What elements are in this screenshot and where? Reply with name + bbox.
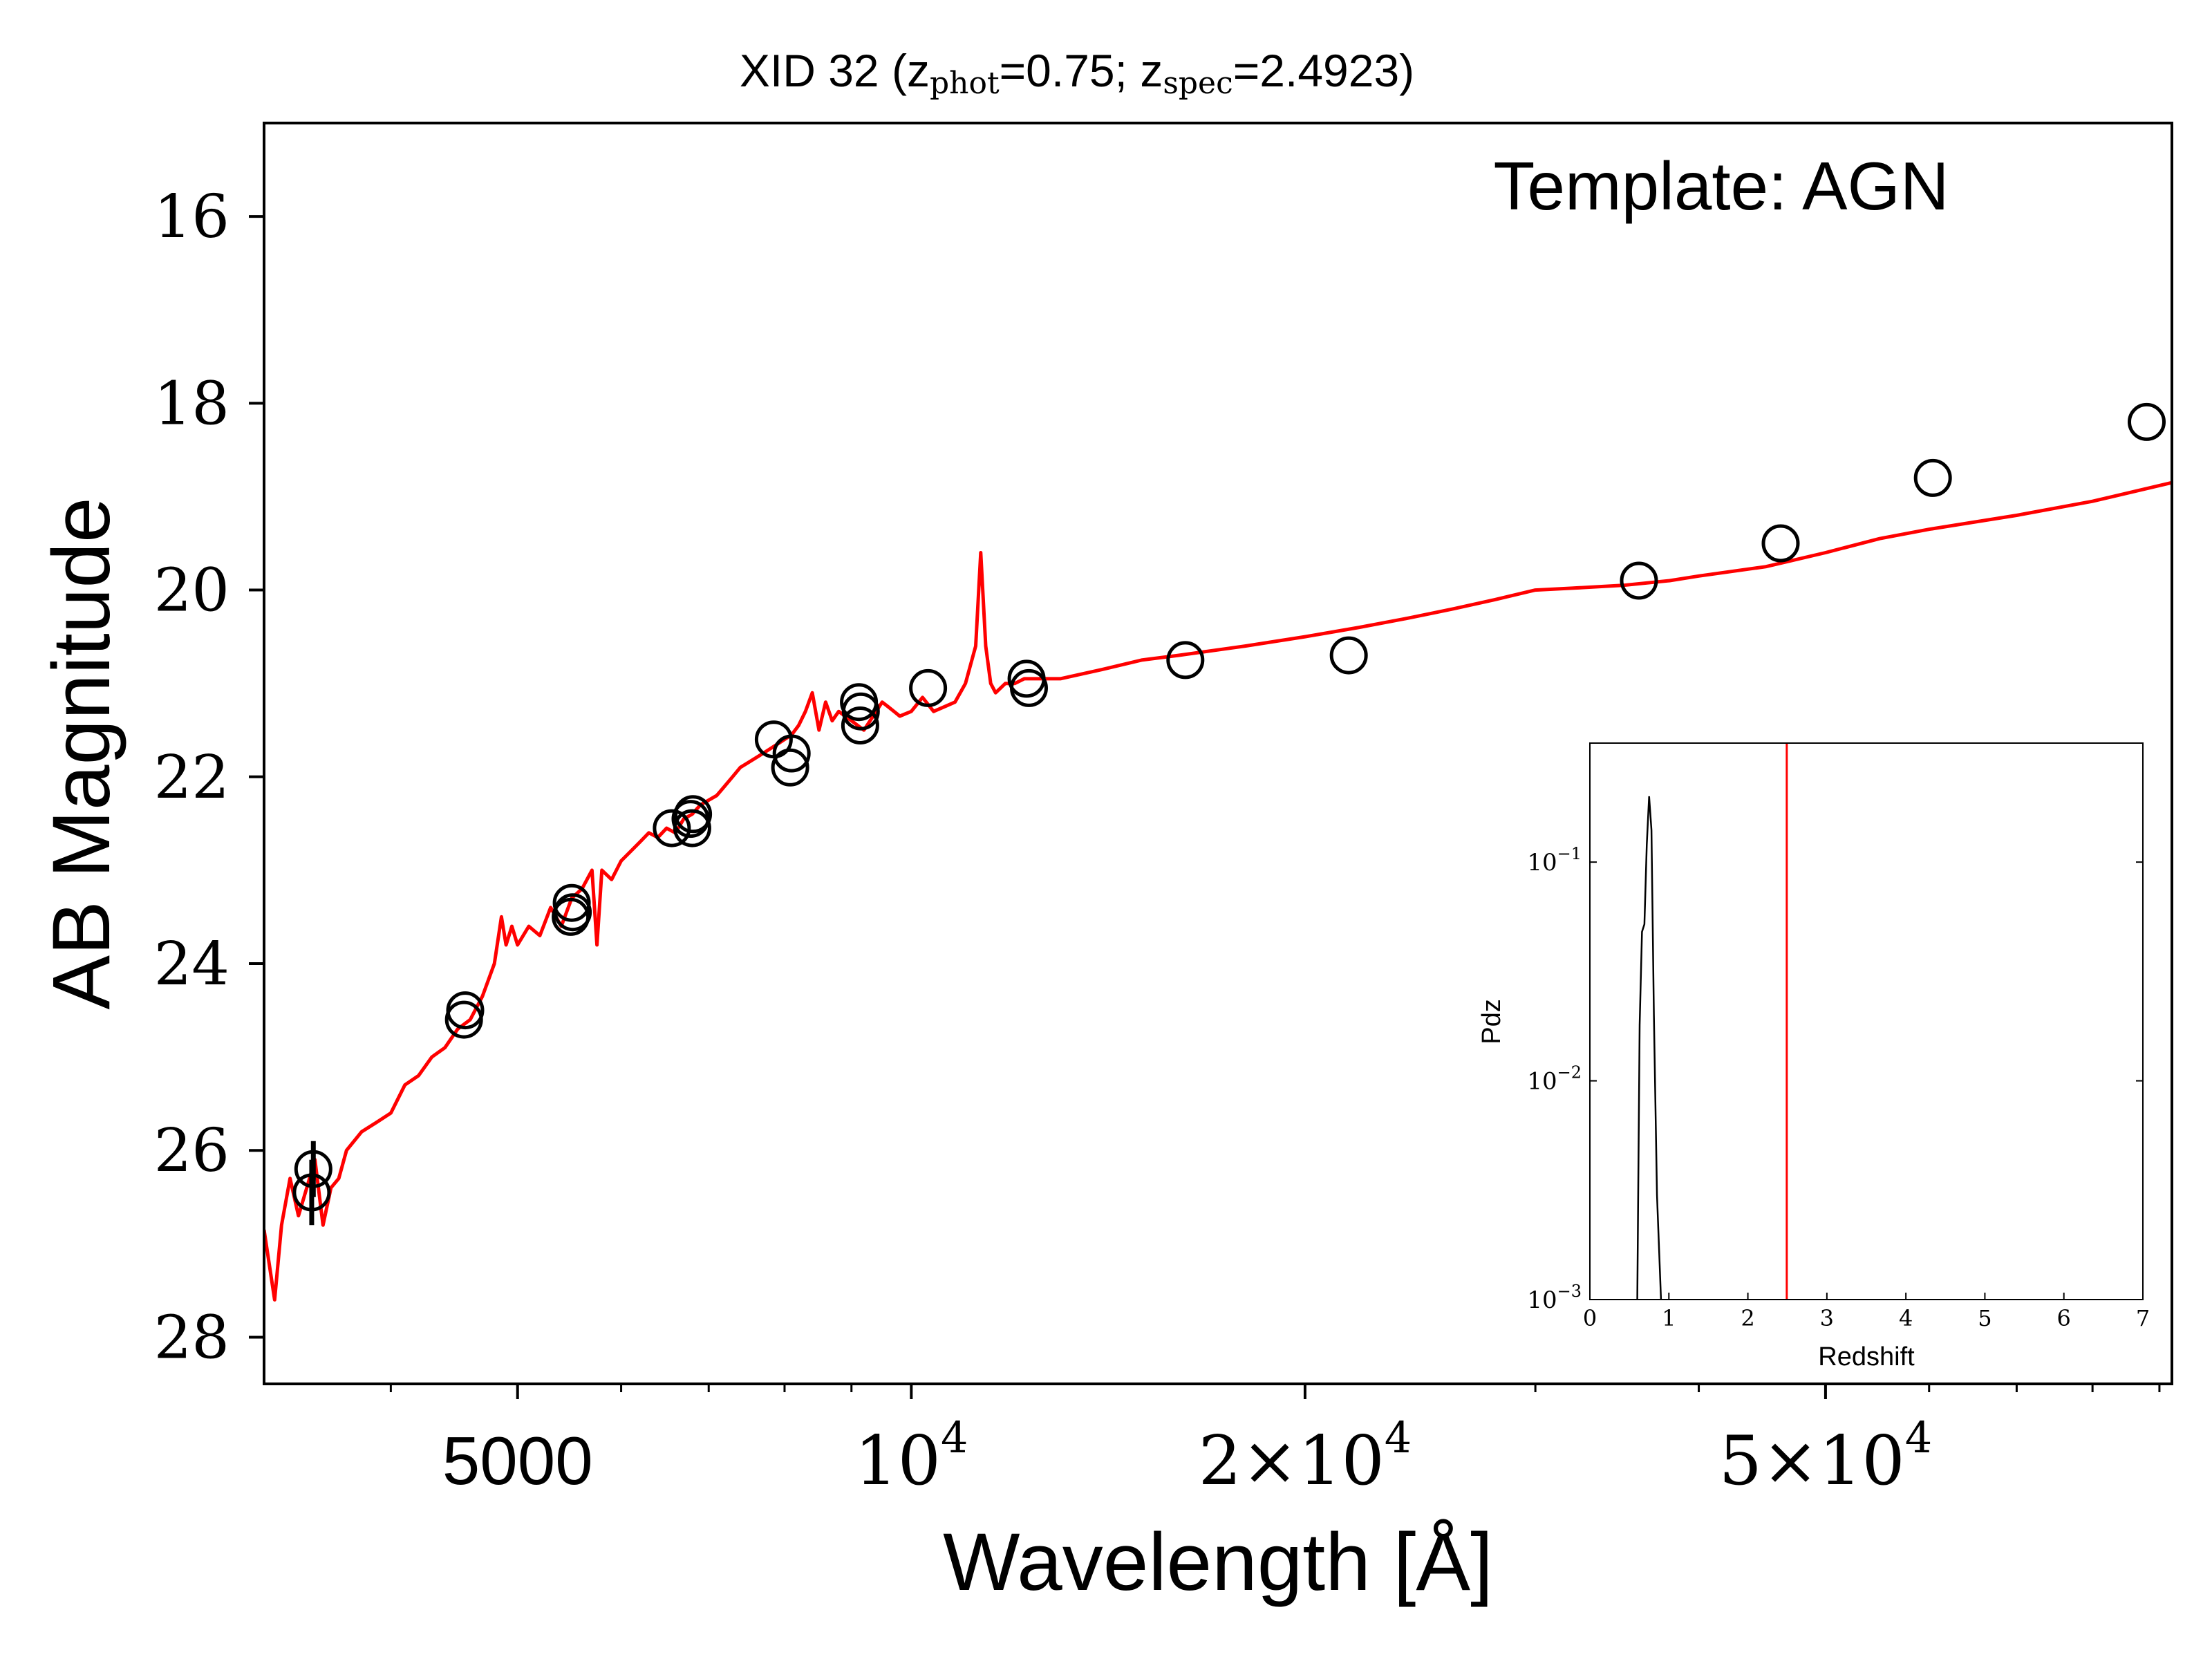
y-tick-label: 18 [154, 369, 229, 438]
photometry-point [1761, 524, 1800, 563]
photometry-point [673, 809, 711, 847]
photometry-points [292, 402, 2166, 1226]
y-axis: 16 18 20 22 24 26 28 [154, 182, 264, 1372]
inset-plot-area [1636, 743, 1788, 1300]
pdz-curve [1636, 796, 1662, 1300]
photometry-point [1913, 458, 1952, 497]
chart-title: XID 32 (zphot=0.75; zspec=2.4923) [740, 45, 1414, 101]
y-tick-label: 22 [154, 743, 229, 812]
main-plot-frame [263, 122, 2173, 1385]
inset-plot-frame [1589, 742, 2144, 1300]
y-tick-label: 26 [154, 1116, 229, 1185]
photometry-point [841, 692, 880, 731]
x-axis-label: Wavelength [Å] [943, 1517, 1493, 1608]
inset-x-tick-label: 7 [2136, 1305, 2150, 1331]
photometry-point [653, 809, 691, 847]
inset-x-tick-label: 4 [1899, 1305, 1913, 1331]
inset-x-tick-label: 2 [1741, 1305, 1754, 1331]
photometry-point [294, 1150, 332, 1188]
inset-y-axis: 10−1 10−2 10−3 [1527, 844, 2143, 1314]
x-tick-label: 5000 [442, 1423, 593, 1499]
y-tick-label: 28 [154, 1303, 229, 1372]
photometry-point [1329, 636, 1368, 675]
main-plot: XID 32 (zphot=0.75; zspec=2.4923) 161820… [36, 45, 2173, 1608]
photometry-point [554, 893, 592, 932]
inset-x-axis-label: Redshift [1818, 1342, 1915, 1371]
y-tick-label: 16 [154, 182, 229, 252]
inset-x-tick-label: 5 [1978, 1305, 1991, 1331]
y-axis-label: AB Magnitude [36, 497, 127, 1009]
photometry-point [1010, 668, 1048, 707]
inset-y-tick-label: 10−3 [1527, 1282, 1582, 1314]
inset-y-axis-label: Pdz [1477, 999, 1506, 1044]
x-tick-label: 2×104 [1199, 1412, 1412, 1501]
y-tick-label: 24 [154, 930, 229, 999]
inset-y-tick-label: 10−2 [1527, 1063, 1582, 1096]
inset-background [1472, 719, 2169, 1382]
photometry-point [772, 734, 811, 773]
inset-x-tick-label: 6 [2057, 1305, 2071, 1331]
photometry-point [909, 668, 948, 707]
template-annotation: Template: AGN [1493, 148, 1949, 224]
x-axis: 5000 104 2×104 5×104 [389, 1384, 2161, 1501]
photometry-point [771, 748, 809, 787]
y-tick-label: 20 [154, 556, 229, 626]
inset-pdz-plot: 10−1 10−2 10−3 0 1 2 3 4 5 6 7 Redshift Pdz [1472, 719, 2169, 1382]
x-tick-label: 5×104 [1719, 1412, 1933, 1501]
x-tick-label: 104 [854, 1412, 968, 1501]
photometry-point [1166, 641, 1205, 679]
inset-x-tick-label: 0 [1583, 1305, 1597, 1331]
photometry-point [1620, 561, 1658, 600]
inset-x-tick-label: 3 [1820, 1305, 1834, 1331]
photometry-point [674, 795, 713, 834]
photometry-point [841, 706, 879, 744]
inset-x-tick-label: 1 [1662, 1305, 1676, 1331]
photometry-point [2128, 402, 2166, 441]
inset-y-tick-label: 10−1 [1527, 844, 1582, 877]
inset-x-axis: 0 1 2 3 4 5 6 7 [1583, 1293, 2150, 1331]
photometry-point [446, 991, 485, 1030]
